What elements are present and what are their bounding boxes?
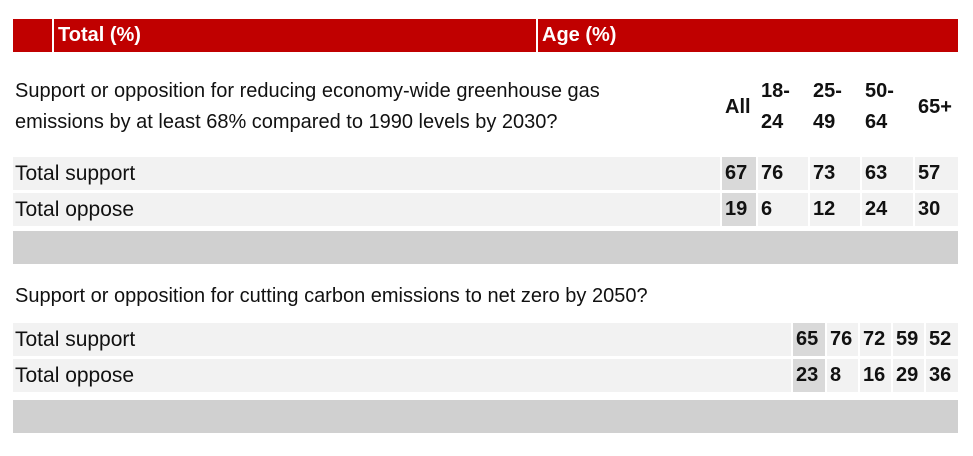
col-head-50-64-a: 50- (865, 80, 894, 102)
age-header: Age (%) (542, 24, 617, 46)
header-divider-mid (536, 19, 538, 52)
cell-all: 19 (722, 193, 756, 226)
cell-18-24: 76 (827, 323, 858, 356)
row-label: Total support (15, 328, 136, 351)
cell-65-plus: 36 (926, 359, 958, 392)
cell-50-64: 59 (893, 323, 924, 356)
question-1-line2: emissions by at least 68% compared to 19… (15, 111, 558, 133)
cell-18-24: 76 (758, 157, 808, 190)
col-head-all: All (725, 96, 751, 118)
row-label: Total support (15, 162, 136, 185)
cell-65-plus: 30 (915, 193, 958, 226)
header-divider-left (52, 19, 54, 52)
cell-50-64: 29 (893, 359, 924, 392)
col-head-18-24-b: 24 (761, 111, 784, 133)
header-bar (13, 19, 958, 52)
table-row (13, 359, 791, 392)
col-head-50-64: 50- 64 (865, 76, 894, 138)
cell-65-plus: 52 (926, 323, 958, 356)
col-head-25-49-a: 25- (813, 80, 842, 102)
col-head-18-24-a: 18- (761, 80, 790, 102)
row-label: Total oppose (15, 364, 135, 387)
col-head-18-24: 18- 24 (761, 76, 790, 138)
cell-25-49: 73 (810, 157, 860, 190)
section-spacer (13, 400, 958, 433)
table-row (13, 157, 720, 190)
total-header: Total (%) (58, 24, 141, 46)
row-label: Total oppose (15, 198, 135, 221)
col-head-65-plus: 65+ (918, 96, 952, 118)
question-1: Support or opposition for reducing econo… (15, 76, 715, 138)
cell-18-24: 8 (827, 359, 858, 392)
cell-18-24: 6 (758, 193, 808, 226)
section-spacer (13, 231, 958, 264)
table-row (13, 323, 791, 356)
cell-25-49: 12 (810, 193, 860, 226)
question-1-line1: Support or opposition for reducing econo… (15, 80, 600, 102)
cell-all: 65 (793, 323, 825, 356)
col-head-25-49: 25- 49 (813, 76, 842, 138)
col-head-25-49-b: 49 (813, 111, 836, 133)
cell-all: 67 (722, 157, 756, 190)
cell-50-64: 63 (862, 157, 913, 190)
cell-25-49: 72 (860, 323, 891, 356)
table-row (13, 193, 720, 226)
col-head-50-64-b: 64 (865, 111, 888, 133)
cell-65-plus: 57 (915, 157, 958, 190)
cell-all: 23 (793, 359, 825, 392)
cell-50-64: 24 (862, 193, 913, 226)
cell-25-49: 16 (860, 359, 891, 392)
question-2: Support or opposition for cutting carbon… (15, 285, 648, 307)
